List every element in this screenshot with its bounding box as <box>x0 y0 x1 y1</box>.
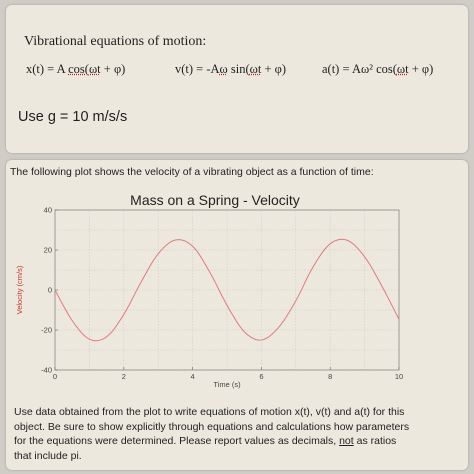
problem-card <box>6 160 468 470</box>
y-tick-label: -20 <box>41 326 52 335</box>
position-equation: x(t) = A cos(ωt + φ) <box>26 62 125 77</box>
velocity-equation: v(t) = -Aω sin(ωt + φ) <box>175 62 286 77</box>
eq-x-underlined: cos(ωt <box>68 62 101 76</box>
instructions-emphasis: not <box>339 435 354 447</box>
y-tick-label: -40 <box>41 366 52 375</box>
x-tick-label: 0 <box>53 372 57 381</box>
eq-a-prefix: a(t) = Aω² cos( <box>322 62 397 76</box>
eq-v-suffix: + φ) <box>261 62 287 76</box>
eq-a-underlined: ωt <box>396 62 409 76</box>
acceleration-equation: a(t) = Aω² cos(ωt + φ) <box>322 62 433 77</box>
y-axis-label: Velocity (cm/s) <box>15 265 24 314</box>
x-tick-label: 8 <box>328 372 332 381</box>
y-tick-label: 0 <box>48 286 52 295</box>
x-tick-label: 2 <box>122 372 126 381</box>
y-tick-label: 40 <box>44 206 52 215</box>
velocity-series-line <box>54 238 400 342</box>
velocity-chart: Mass on a Spring - Velocity 0 2 4 6 8 1040200… <box>15 192 403 389</box>
x-axis-label: Time (s) <box>213 380 241 389</box>
eq-v-mid: sin( <box>227 62 250 76</box>
x-tick-label: 6 <box>259 372 263 381</box>
eq-v-underlined: ωt <box>249 62 262 76</box>
instructions-end: as ratios that include pi. <box>14 435 397 462</box>
plot-intro-text: The following plot shows the velocity of… <box>10 166 374 178</box>
eq-v-omega: ω <box>219 62 228 76</box>
gravity-note: Use g = 10 m/s/s <box>18 109 128 125</box>
eq-v-prefix: v(t) = -A <box>175 62 220 76</box>
chart-ticks: 0 2 4 6 8 10 40 20 0 -20 -40 <box>41 206 403 382</box>
instructions-text: Use data obtained from the plot to write… <box>14 405 414 463</box>
eq-x-suffix: + φ) <box>100 62 126 76</box>
chart-title: Mass on a Spring - Velocity <box>130 192 300 208</box>
equations-card <box>6 5 468 153</box>
y-tick-label: 20 <box>44 246 52 255</box>
instructions-main: Use data obtained from the plot to write… <box>14 406 410 447</box>
chart-grid <box>54 209 400 371</box>
equations-title: Vibrational equations of motion: <box>24 34 207 49</box>
x-tick-label: 4 <box>191 372 195 381</box>
eq-x-prefix: x(t) = A <box>26 62 69 76</box>
eq-a-suffix: + φ) <box>408 62 434 76</box>
x-tick-label: 10 <box>395 372 403 381</box>
